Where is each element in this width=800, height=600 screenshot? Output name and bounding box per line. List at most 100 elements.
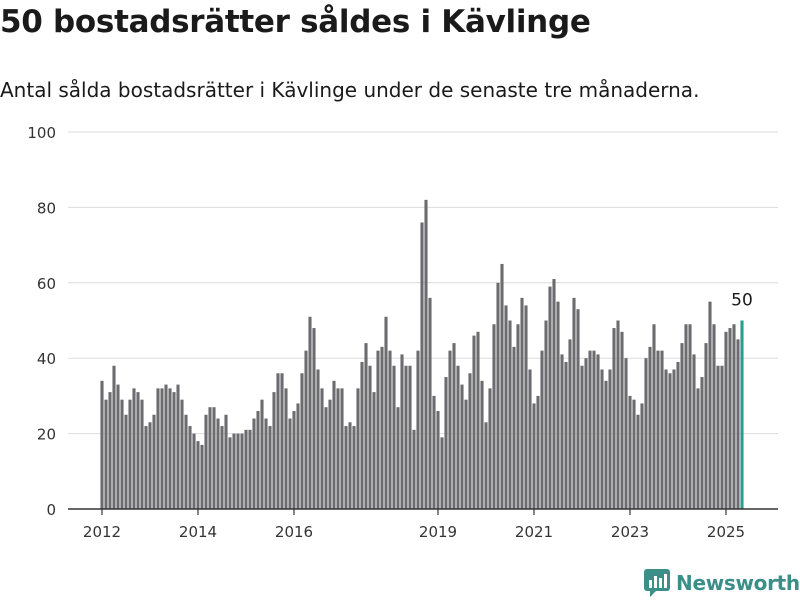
bar [600, 369, 604, 509]
bar [724, 331, 728, 509]
y-tick-label: 20 [37, 426, 56, 444]
bar [560, 354, 564, 509]
bar [396, 407, 400, 509]
bar [172, 392, 176, 509]
bar [136, 392, 140, 509]
bar [144, 426, 148, 509]
bar [692, 354, 696, 509]
bar [112, 365, 116, 509]
newsworthy-brand[interactable]: Newsworthy [644, 569, 800, 597]
x-tick-label: 2016 [275, 523, 313, 541]
bar [284, 388, 288, 509]
bar [564, 361, 568, 509]
bar [492, 324, 496, 509]
bar [592, 350, 596, 509]
chart-title: 50 bostadsrätter såldes i Kävlinge [0, 4, 591, 40]
bar [500, 263, 504, 509]
bar [324, 407, 328, 509]
bar [216, 418, 220, 509]
bar [552, 279, 556, 509]
bar [308, 316, 312, 509]
bar [456, 365, 460, 509]
bar [212, 407, 216, 509]
chart-subtitle: Antal sålda bostadsrätter i Kävlinge und… [0, 78, 700, 102]
bar [320, 388, 324, 509]
bar [344, 426, 348, 509]
bar [192, 433, 196, 509]
bar [428, 297, 432, 509]
bar [272, 392, 276, 509]
bar [644, 358, 648, 509]
bar [440, 437, 444, 509]
bar [632, 399, 636, 509]
bar [276, 373, 280, 509]
bar [188, 426, 192, 509]
bar [580, 365, 584, 509]
bar [236, 433, 240, 509]
bar [420, 222, 424, 510]
bar [228, 437, 232, 509]
bar [464, 399, 468, 509]
bar [636, 414, 640, 509]
bar [424, 199, 428, 510]
bar [104, 399, 108, 509]
bar [676, 361, 680, 509]
bar [164, 384, 168, 509]
bar [448, 350, 452, 509]
bar [280, 373, 284, 509]
bar [384, 316, 388, 509]
bar [480, 380, 484, 509]
bar [584, 358, 588, 509]
bar [436, 410, 440, 509]
bar [716, 365, 720, 509]
bar [736, 339, 740, 509]
bar [516, 324, 520, 509]
y-tick-label: 60 [37, 275, 56, 293]
bar [252, 418, 256, 509]
bar [376, 350, 380, 509]
bar [200, 444, 204, 509]
bar [364, 343, 368, 509]
bar [520, 297, 524, 509]
bar [444, 377, 448, 509]
value-label: 50 [731, 291, 753, 311]
bar [140, 399, 144, 509]
bar [628, 395, 632, 509]
bar [340, 388, 344, 509]
bar [412, 429, 416, 509]
bar [608, 369, 612, 509]
bar [372, 392, 376, 509]
bar [696, 388, 700, 509]
bar [116, 384, 120, 509]
bar [264, 418, 268, 509]
bar [304, 350, 308, 509]
bar [712, 324, 716, 509]
x-tick-label: 2014 [179, 523, 217, 541]
bar [196, 441, 200, 509]
bar [300, 373, 304, 509]
bar [680, 343, 684, 509]
bar [720, 365, 724, 509]
bar [460, 384, 464, 509]
bar [548, 286, 552, 509]
bar [232, 433, 236, 509]
bar [108, 392, 112, 509]
bar [656, 350, 660, 509]
y-tick-label: 40 [37, 350, 56, 368]
y-tick-label: 80 [37, 199, 56, 217]
bar [684, 324, 688, 509]
bar [472, 335, 476, 509]
bar [248, 429, 252, 509]
bar [176, 384, 180, 509]
bar [128, 399, 132, 509]
x-tick-label: 2019 [419, 523, 457, 541]
bar [260, 399, 264, 509]
bar [620, 331, 624, 509]
bar [312, 328, 316, 509]
bar [388, 350, 392, 509]
y-tick-label: 0 [46, 501, 56, 519]
bar [512, 346, 516, 509]
bar [380, 346, 384, 509]
x-tick-label: 2021 [515, 523, 553, 541]
bar [672, 369, 676, 509]
